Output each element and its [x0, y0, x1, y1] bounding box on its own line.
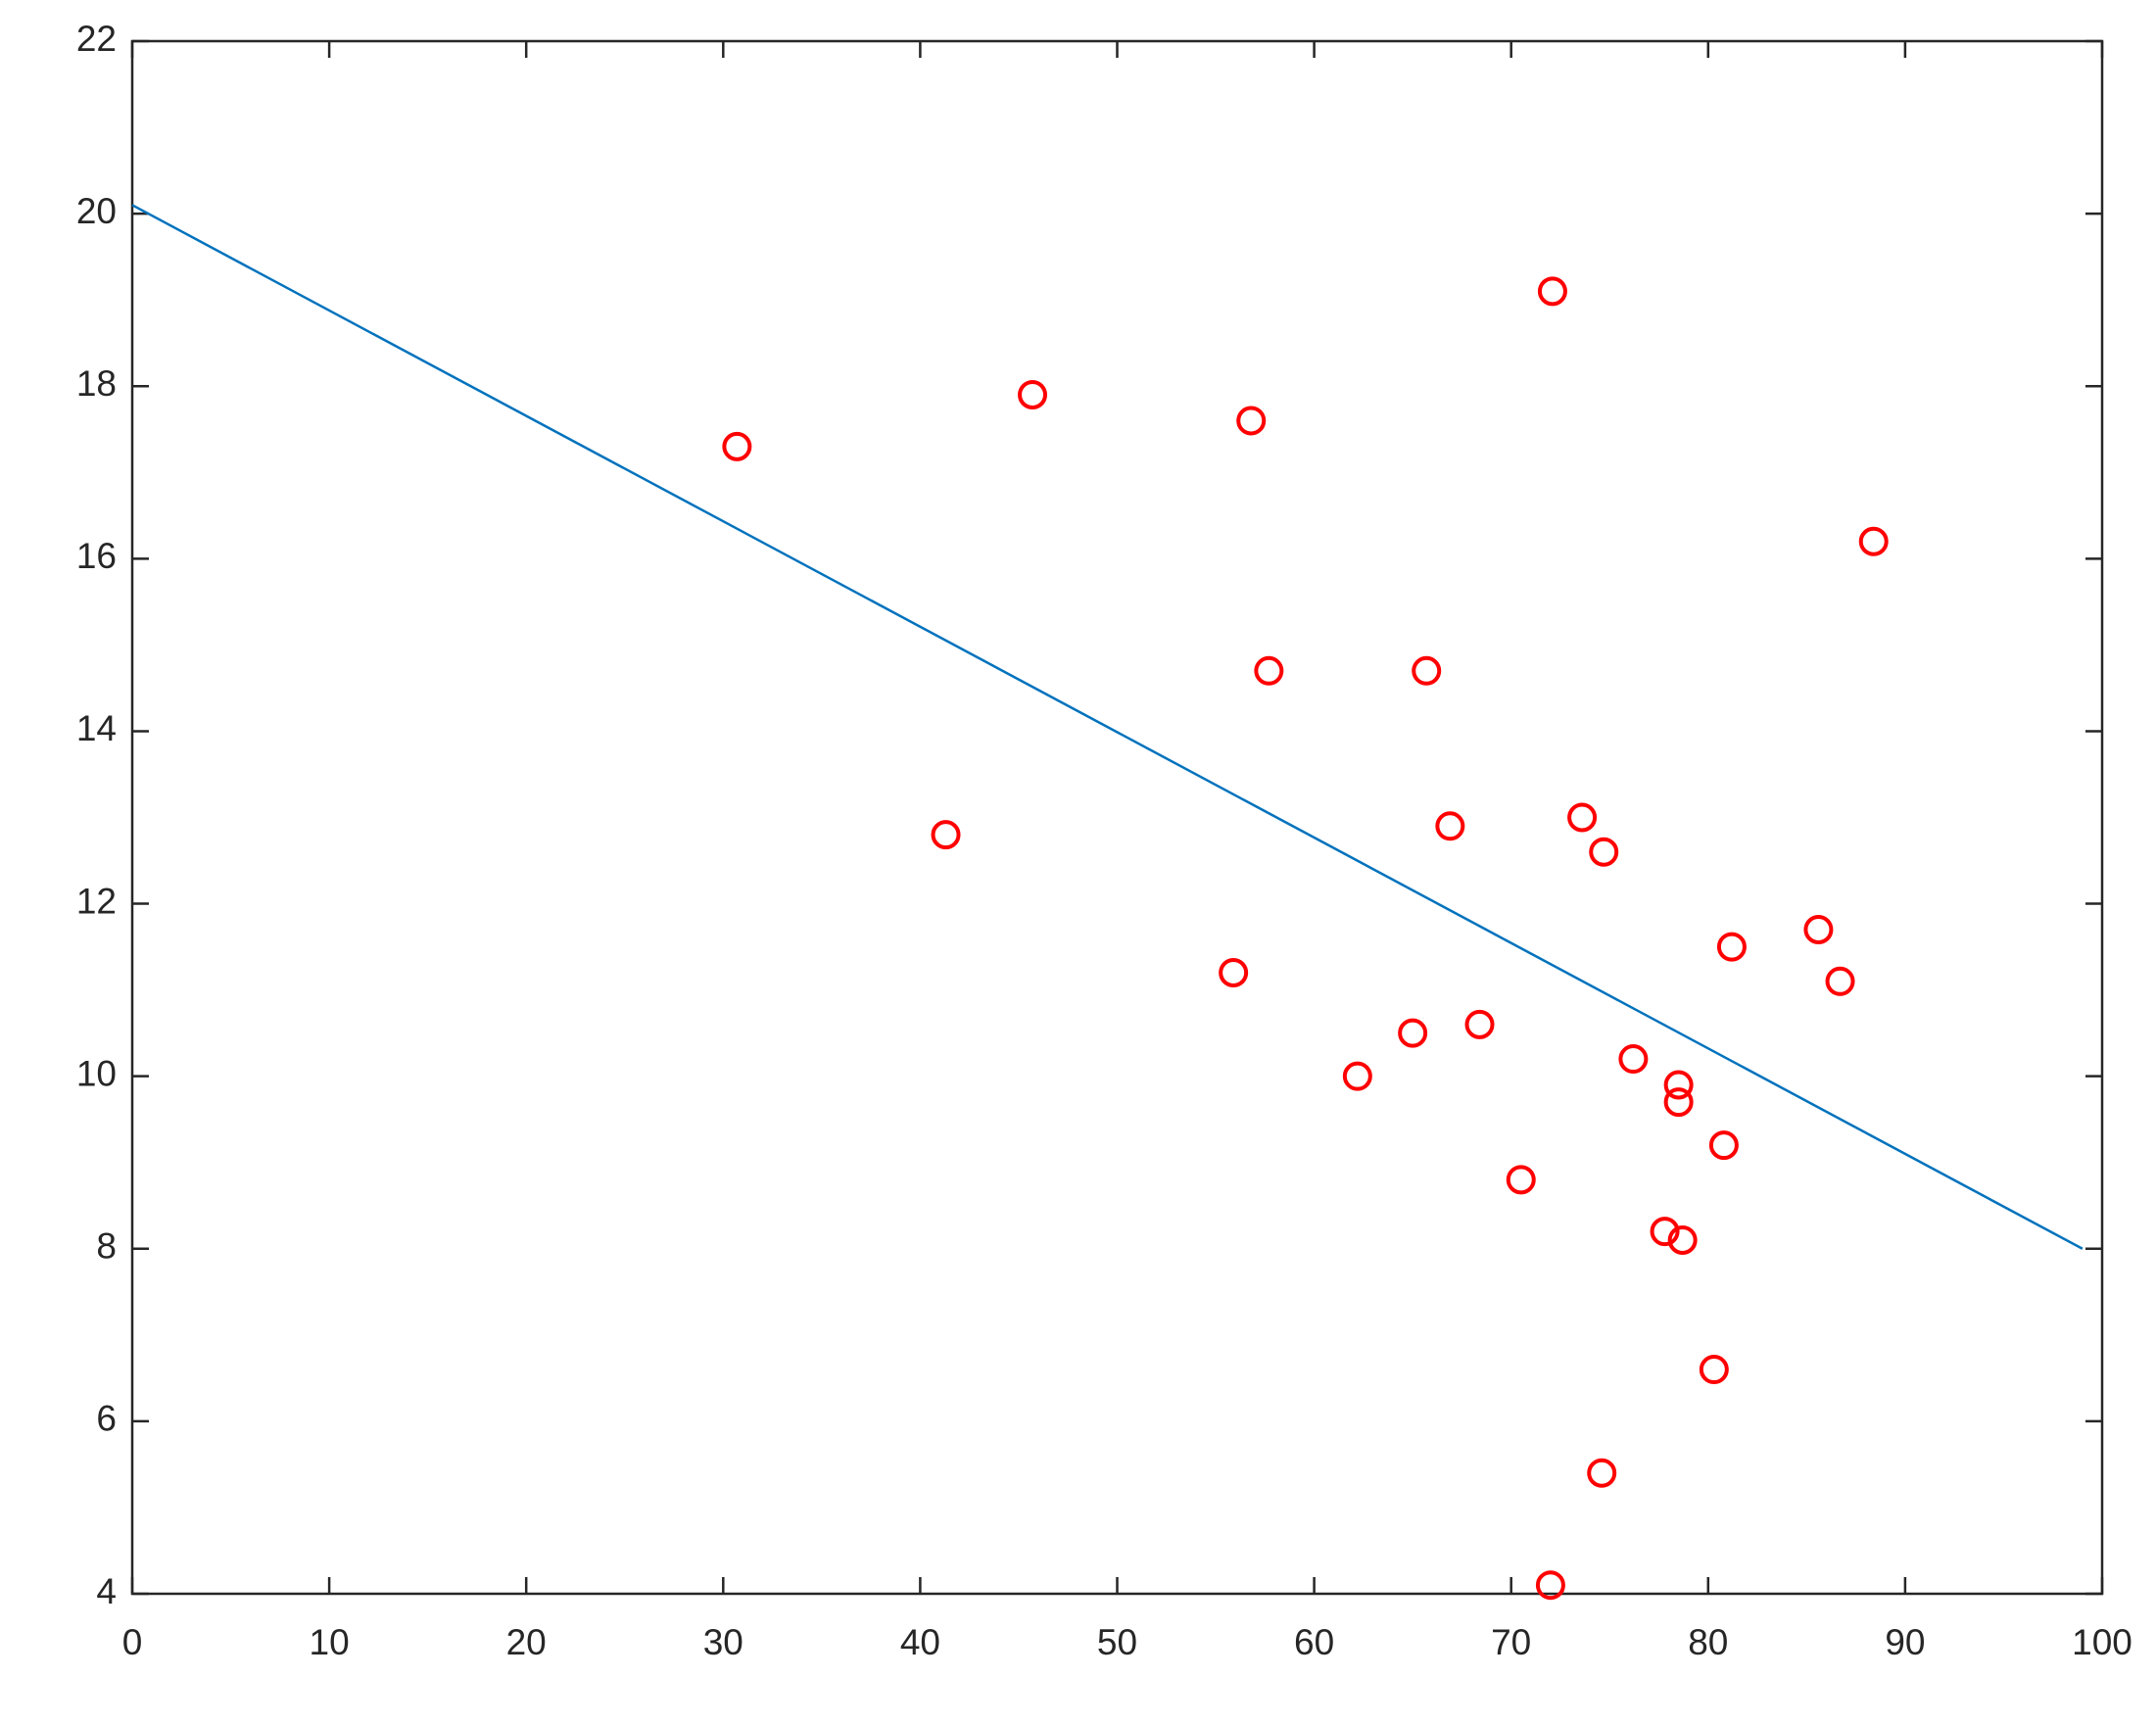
fit-line: [131, 204, 2084, 1250]
x-tick-label: 30: [703, 1622, 743, 1662]
scatter-point: [722, 431, 752, 461]
x-tick-label: 90: [1885, 1622, 1925, 1662]
scatter-point: [1650, 1217, 1680, 1247]
scatter-point: [1858, 526, 1889, 556]
scatter-point: [1537, 276, 1567, 307]
x-tick-label: 80: [1688, 1622, 1728, 1662]
scatter-point: [1567, 802, 1598, 833]
x-tick-label: 70: [1491, 1622, 1531, 1662]
scatter-point: [1825, 966, 1855, 996]
scatter-point: [1708, 1130, 1739, 1161]
y-tick-label: 14: [76, 708, 117, 748]
scatter-point: [1398, 1018, 1428, 1048]
scatter-point: [1803, 914, 1834, 944]
x-tick-label: 60: [1294, 1622, 1334, 1662]
y-tick-label: 22: [76, 19, 117, 59]
scatter-point: [1699, 1355, 1729, 1385]
scatter-point: [931, 820, 961, 850]
y-tick-label: 16: [76, 536, 117, 576]
x-tick-label: 0: [122, 1622, 143, 1662]
scatter-point: [1412, 655, 1442, 686]
y-tick-label: 20: [76, 191, 117, 231]
scatter-point: [1219, 958, 1249, 987]
scatter-point: [1589, 837, 1619, 867]
scatter-point: [1663, 1070, 1694, 1100]
scatter-point: [1018, 380, 1048, 410]
x-tick-label: 50: [1097, 1622, 1137, 1662]
scatter-point: [1342, 1061, 1372, 1091]
scatter-point: [1663, 1087, 1694, 1118]
scatter-point: [1587, 1458, 1617, 1488]
axes-box: [130, 39, 2104, 1596]
scatter-point: [1236, 406, 1267, 436]
scatter-point: [1716, 932, 1747, 962]
y-tick-label: 10: [76, 1053, 117, 1093]
y-tick-label: 8: [96, 1226, 117, 1267]
x-tick-label: 20: [506, 1622, 547, 1662]
scatter-point: [1435, 811, 1465, 841]
x-tick-label: 40: [900, 1622, 940, 1662]
scatter-point: [1618, 1044, 1649, 1075]
scatter-point: [1506, 1165, 1536, 1195]
x-tick-label: 10: [310, 1622, 350, 1662]
x-tick-label: 100: [2072, 1622, 2132, 1662]
scatter-point: [1535, 1570, 1565, 1601]
y-tick-label: 18: [76, 363, 117, 404]
scatter-point: [1254, 655, 1284, 686]
y-tick-label: 12: [76, 881, 117, 921]
y-tick-label: 4: [96, 1571, 117, 1611]
scatter-point: [1464, 1009, 1495, 1039]
y-tick-label: 6: [96, 1399, 117, 1439]
scatter-point: [1667, 1224, 1698, 1255]
